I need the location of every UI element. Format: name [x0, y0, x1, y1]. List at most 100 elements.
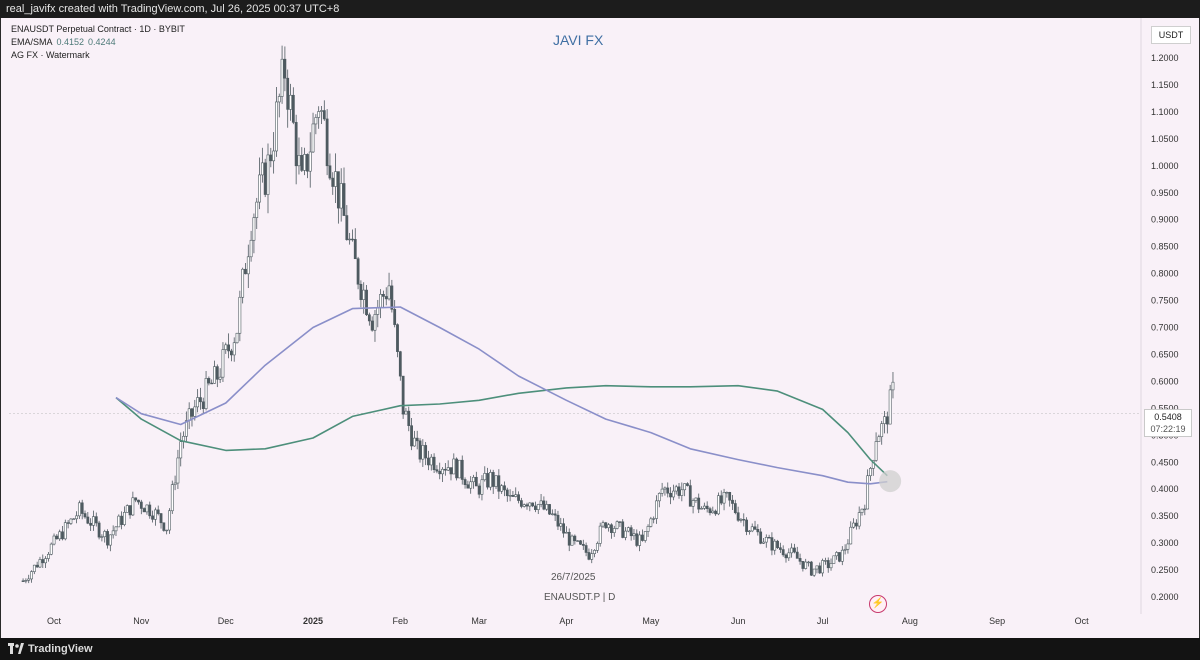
candle-body: [30, 571, 33, 580]
candle-body: [829, 563, 833, 569]
candle-body: [494, 475, 498, 487]
candle-body: [660, 488, 664, 494]
candle-body: [860, 508, 864, 513]
candle-body: [477, 485, 481, 495]
candle-body: [581, 543, 585, 546]
candle-body: [666, 487, 670, 494]
candle-body: [874, 441, 878, 461]
candle-body: [548, 504, 551, 515]
candle-body: [86, 516, 90, 524]
candle-body: [125, 505, 129, 513]
candle-body: [97, 522, 101, 538]
candle-body: [691, 500, 695, 507]
candle-body: [736, 512, 740, 521]
legend-watermark: AG FX · Watermark: [11, 50, 90, 60]
candle-body: [342, 183, 346, 216]
sma-line: [115, 306, 888, 485]
candle-body: [531, 502, 535, 507]
candle-body: [317, 111, 321, 118]
chart-frame[interactable]: 0.20000.25000.30000.35000.40000.45000.50…: [0, 18, 1200, 638]
chart-svg[interactable]: 0.20000.25000.30000.35000.40000.45000.50…: [1, 18, 1199, 638]
candle-body: [339, 183, 343, 209]
tradingview-logo-icon: [8, 643, 24, 654]
candle-body: [843, 548, 847, 551]
candle-body: [418, 440, 422, 460]
candle-body: [655, 500, 658, 519]
candle-body: [472, 476, 475, 483]
candle-body: [151, 515, 154, 520]
candle-body: [686, 483, 689, 486]
candle-body: [517, 494, 520, 501]
candle-body: [398, 351, 402, 377]
candle-body: [657, 493, 661, 502]
flash-alert-icon[interactable]: ⚡: [869, 595, 887, 613]
candle-body: [731, 499, 734, 504]
candle-body: [120, 515, 124, 525]
candle-body: [100, 536, 104, 538]
y-tick-label: 0.7000: [1151, 323, 1179, 333]
candle-body: [626, 527, 630, 532]
candle-body: [809, 561, 813, 576]
candle-body: [480, 479, 484, 495]
candle-body: [514, 494, 518, 497]
footer-brand[interactable]: TradingView: [28, 643, 93, 655]
candle-body: [632, 533, 636, 537]
candle-body: [69, 518, 73, 524]
candle-body: [466, 484, 470, 489]
candle-body: [587, 552, 591, 560]
candle-body: [432, 456, 436, 470]
candle-body: [427, 457, 430, 466]
y-tick-label: 1.2000: [1151, 53, 1179, 63]
y-tick-label: 0.7500: [1151, 296, 1179, 306]
candle-body: [469, 481, 473, 489]
candle-body: [652, 518, 656, 520]
candle-body: [384, 296, 388, 300]
candle-body: [325, 118, 329, 167]
candle-body: [663, 487, 667, 490]
candle-body: [27, 578, 31, 581]
candle-body: [812, 568, 816, 576]
candle-body: [781, 549, 785, 556]
candle-body: [601, 522, 605, 527]
candle-body: [370, 320, 374, 331]
candle-body: [815, 565, 819, 570]
candle-body: [565, 531, 568, 534]
candle-body: [401, 375, 405, 415]
candle-body: [320, 110, 323, 112]
candle-body: [579, 540, 582, 545]
candle-body: [424, 445, 428, 459]
candle-body: [604, 522, 608, 529]
chart-watermark-title: JAVI FX: [553, 32, 604, 48]
candle-body: [863, 508, 867, 511]
bar-countdown: 07:22:19: [1150, 424, 1186, 434]
candle-body: [584, 545, 588, 553]
y-tick-label: 0.6000: [1151, 376, 1179, 386]
candle-body: [294, 122, 298, 167]
candle-body: [714, 510, 718, 515]
candle-body: [795, 551, 799, 559]
candle-body: [522, 504, 526, 507]
candle-body: [407, 410, 411, 426]
candle-body: [700, 507, 703, 510]
candle-body: [624, 530, 627, 538]
candle-body: [773, 540, 777, 551]
candle-body: [576, 540, 580, 542]
y-tick-label: 0.6500: [1151, 349, 1179, 359]
x-tick-label: Dec: [218, 616, 235, 626]
candle-body: [213, 366, 216, 384]
candle-body: [83, 513, 87, 518]
candle-body: [618, 521, 622, 523]
currency-selector[interactable]: USDT: [1151, 26, 1191, 44]
candle-body: [503, 485, 506, 491]
candle-body: [47, 553, 50, 559]
candle-body: [784, 554, 788, 559]
candle-body: [669, 492, 672, 498]
candle-body: [463, 479, 467, 485]
current-price: 0.5408: [1154, 412, 1182, 422]
candle-body: [458, 459, 461, 479]
candle-body: [491, 472, 495, 487]
candle-body: [289, 94, 292, 110]
candle-body: [562, 523, 565, 534]
candle-body: [505, 489, 509, 497]
candle-body: [272, 150, 276, 162]
